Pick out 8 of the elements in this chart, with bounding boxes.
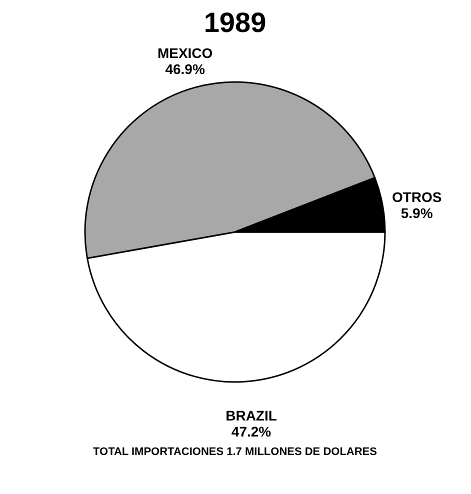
slice-label: OTROS	[392, 188, 442, 205]
slice-label: MEXICO	[157, 44, 213, 61]
data-label: 5.9%	[400, 204, 434, 221]
text: TOTAL IMPORTACIONES 1.7 MILLONES DE DOLARES	[93, 446, 377, 458]
data-label: 46.9%	[165, 60, 206, 77]
slice-label: BRAZIL	[226, 407, 278, 424]
chart-title: 1989	[204, 7, 266, 38]
data-label: 47.2%	[231, 423, 272, 440]
